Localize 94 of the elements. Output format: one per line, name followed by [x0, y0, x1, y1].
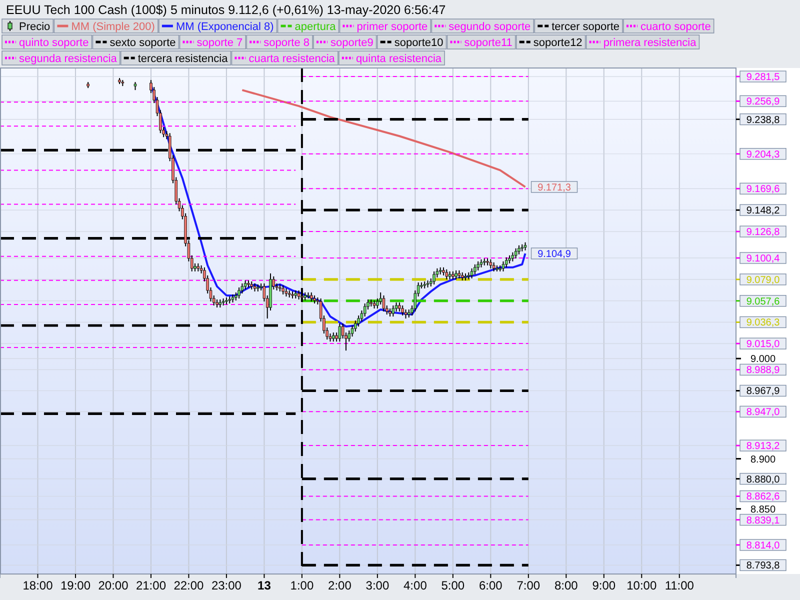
x-tick-label: 22:00 [174, 578, 204, 593]
x-tick-label: 23:00 [211, 578, 242, 593]
line-series [150, 84, 526, 328]
candlestick [470, 268, 474, 279]
candlestick [432, 270, 436, 285]
y-tick-label: 8.839,1 [746, 515, 780, 526]
y-tick-label: 9.000 [750, 354, 776, 366]
y-tick-label: 9.204,3 [746, 149, 780, 160]
candlestick [244, 280, 247, 290]
x-tick-label: 6:00 [478, 578, 503, 593]
candlestick [382, 294, 386, 312]
candlestick [511, 252, 514, 262]
y-tick-label: 9.238,8 [746, 114, 780, 126]
candlestick [518, 244, 520, 255]
y-tick-label: 9.036,3 [746, 318, 780, 329]
legend-label: primer soporte [356, 21, 428, 33]
legend-label: soporte10 [394, 37, 444, 49]
y-tick-label: 9.057,6 [746, 296, 780, 308]
candlestick [454, 270, 458, 280]
x-tick-label: 8:00 [554, 578, 578, 593]
candlestick [474, 264, 476, 275]
legend-label: soporte12 [533, 37, 582, 49]
y-tick-label: 8.913,2 [746, 441, 780, 452]
y-tick-label: 8.880,0 [746, 474, 780, 486]
candlestick [514, 248, 518, 259]
x-tick-label: 3:00 [366, 578, 390, 593]
legend-label: cuarta resistencia [248, 53, 336, 65]
y-tick-label: 8.900 [750, 454, 776, 466]
candlestick [379, 292, 382, 305]
candlestick [398, 302, 401, 312]
legend-label: MM (Simple 200) [71, 21, 155, 33]
legend-label: sexto soporte [110, 37, 176, 49]
y-tick-label: 8.988,9 [746, 365, 780, 376]
legend-label: soporte 7 [196, 37, 243, 49]
x-tick-label: 21:00 [136, 578, 166, 593]
x-tick-label: 4:00 [404, 578, 428, 593]
y-tick-label: 9.079,0 [746, 274, 780, 286]
candlestick [310, 292, 313, 302]
x-tick-label: 2:00 [328, 578, 352, 593]
candlestick [338, 323, 342, 342]
x-tick-label: 13 [258, 578, 272, 593]
legend-label: segunda resistencia [19, 53, 118, 65]
legend-label: cuarto soporte [640, 21, 711, 33]
legend-label: tercer soporte [552, 21, 620, 33]
candlestick [476, 260, 480, 271]
candlestick [489, 258, 492, 269]
candlestick [404, 308, 408, 319]
x-tick-label: 20:00 [98, 578, 129, 593]
legend-label: apertura [294, 21, 337, 33]
x-tick-label: 5:00 [441, 578, 465, 593]
candlestick [238, 286, 240, 299]
legend-label: tercera resistencia [138, 53, 229, 65]
y-tick-label: 8.850 [750, 504, 776, 516]
candlestick [392, 304, 395, 317]
candlestick [401, 304, 404, 316]
candlestick [504, 256, 508, 268]
x-tick-label: 11:00 [664, 578, 694, 593]
y-tick-label: 9.256,9 [746, 96, 780, 108]
x-tick-label: 7:00 [516, 578, 540, 593]
candlestick [357, 314, 360, 328]
annotation: 9.104,9 [538, 248, 572, 260]
y-tick-label: 9.126,8 [746, 227, 780, 238]
x-tick-label: 18:00 [22, 578, 54, 593]
legend-label: quinta resistencia [356, 53, 442, 65]
legend-label: Precio [19, 21, 50, 33]
candlestick [502, 260, 505, 272]
line-series [241, 89, 526, 188]
y-tick-label: 8.967,9 [746, 386, 780, 398]
annotation: 9.171,3 [538, 182, 572, 194]
legend-label: soporte 8 [264, 37, 310, 49]
candlestick [332, 332, 335, 342]
y-tick-label: 9.100,4 [746, 253, 780, 264]
candlestick [445, 268, 448, 280]
y-tick-label: 8.814,0 [746, 540, 780, 552]
legend-label: soporte11 [464, 37, 512, 49]
x-tick-label: 1:00 [290, 578, 314, 593]
x-tick-label: 9:00 [592, 578, 616, 593]
y-tick-label: 9.169,6 [746, 184, 780, 196]
legend-label: primera resistencia [603, 37, 698, 49]
candlestick [492, 262, 496, 272]
x-tick-label: 19:00 [60, 578, 91, 593]
y-tick-label: 9.281,5 [746, 72, 780, 84]
legend-label: soporte9 [330, 37, 374, 49]
y-tick-label: 8.793,8 [746, 560, 780, 572]
legend-label: MM (Exponencial 8) [176, 21, 274, 33]
y-tick-label: 8.947,0 [746, 407, 780, 418]
legend-label: segundo soporte [448, 21, 531, 33]
chart-title: EEUU Tech 100 Cash (100$) 5 minutos 9.112,6 (+0,61%) 13-may-2020 6:56:47 [6, 3, 446, 17]
candlestick [282, 284, 284, 295]
x-tick-label: 10:00 [626, 578, 657, 593]
y-tick-label: 8.862,6 [746, 492, 780, 503]
y-tick-label: 9.148,2 [746, 206, 780, 217]
y-tick-label: 9.015,0 [746, 339, 780, 350]
legend-label: quinto soporte [19, 37, 89, 49]
